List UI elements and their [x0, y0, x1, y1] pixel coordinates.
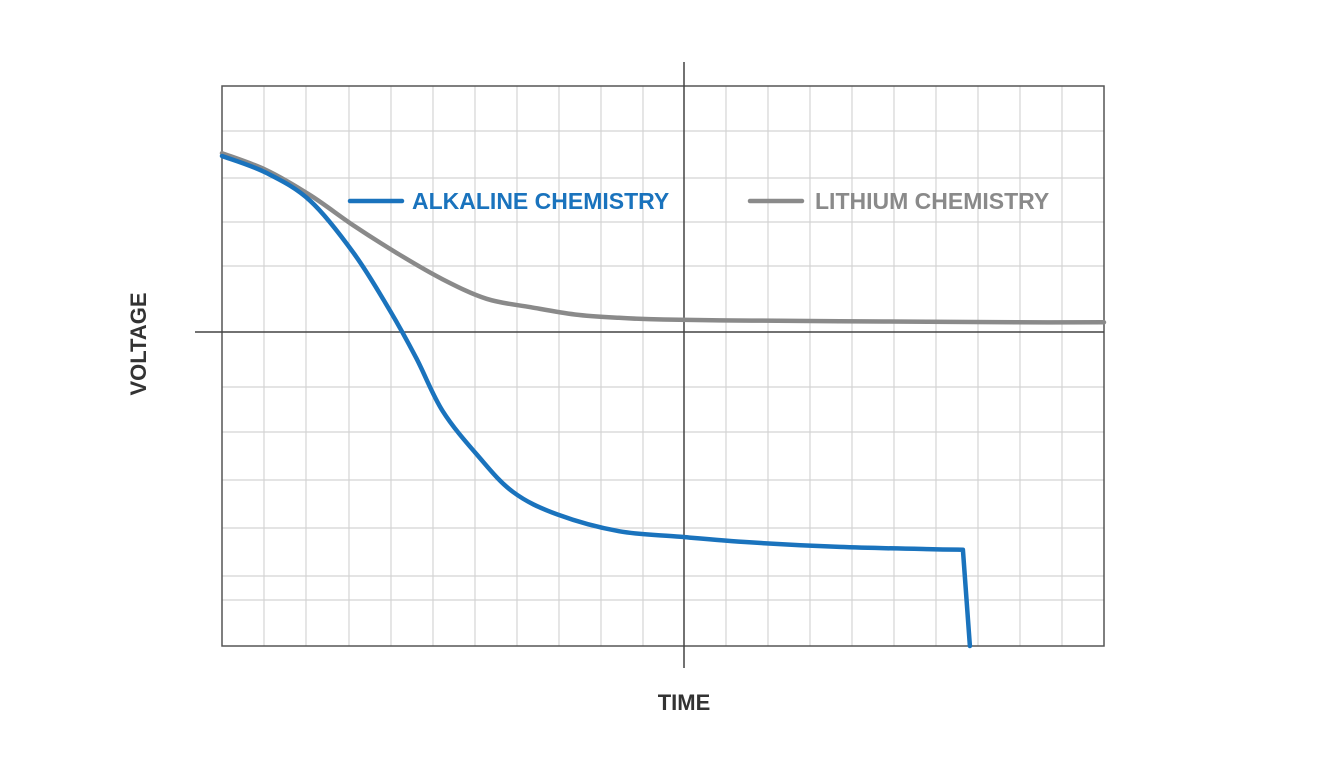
series-line-lithium: [219, 150, 1107, 325]
y-axis-title: VOLTAGE: [126, 292, 151, 395]
x-axis-title: TIME: [658, 690, 711, 715]
legend: ALKALINE CHEMISTRY LITHIUM CHEMISTRY: [347, 188, 1049, 214]
plot-frame: [221, 85, 1105, 647]
grid-lines: [222, 86, 1104, 646]
series-line-alkaline: [219, 153, 973, 649]
legend-label-lithium: LITHIUM CHEMISTRY: [815, 188, 1049, 214]
series-layer: [219, 150, 1107, 649]
legend-label-alkaline: ALKALINE CHEMISTRY: [412, 188, 669, 214]
